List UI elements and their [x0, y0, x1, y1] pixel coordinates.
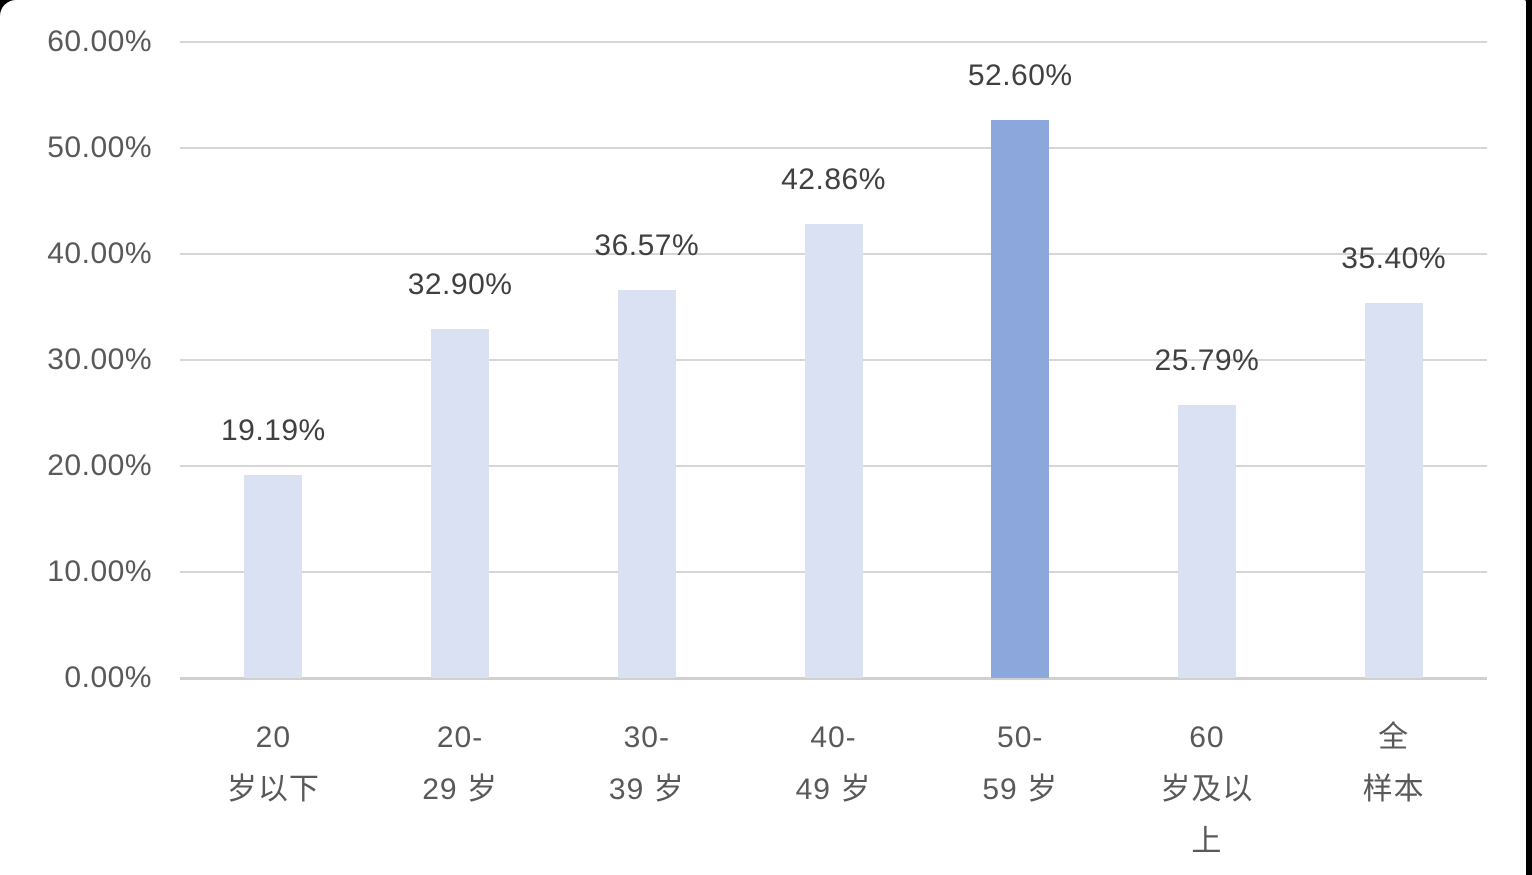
gridline	[180, 41, 1487, 43]
y-tick-label: 50.00%	[47, 131, 152, 164]
x-tick-label: 全样本	[1300, 712, 1487, 816]
x-tick-label: 40- 49 岁	[740, 712, 927, 816]
x-tick-label: 50- 59 岁	[927, 712, 1114, 816]
bar-value-label: 25.79%	[1154, 343, 1260, 377]
bar-value-label: 42.86%	[781, 162, 886, 196]
bar	[1177, 404, 1236, 678]
bar	[244, 474, 303, 678]
x-tick-label-line: 60	[1189, 721, 1225, 754]
x-tick-label-line: 岁以下	[226, 773, 320, 806]
x-tick-label-line: 59 岁	[982, 773, 1059, 806]
x-tick-label-line: 全	[1378, 721, 1410, 754]
x-tick-label: 20 岁以下	[180, 712, 367, 816]
x-tick-label-line: 50-	[997, 721, 1044, 754]
x-tick-label-line: 29 岁	[422, 773, 498, 806]
x-tick-label-line: 49 岁	[795, 773, 872, 806]
x-tick-label: 20- 29 岁	[367, 712, 554, 816]
x-tick-label-line: 样本	[1362, 773, 1425, 806]
y-tick-label: 0.00%	[64, 661, 152, 694]
x-axis-line	[180, 677, 1487, 680]
x-tick-label: 30- 39 岁	[553, 712, 740, 816]
y-tick-label: 60.00%	[47, 25, 152, 58]
y-tick-label: 20.00%	[47, 449, 152, 482]
bar	[1364, 302, 1423, 678]
bar-value-label: 19.19%	[220, 413, 326, 447]
x-tick-label: 60 岁及以上	[1114, 712, 1301, 868]
bar	[804, 223, 863, 678]
x-tick-label-line: 20	[255, 721, 292, 754]
x-tick-label-line: 30-	[623, 721, 670, 754]
bar	[431, 329, 490, 678]
y-tick-label: 30.00%	[47, 343, 152, 376]
x-tick-label-line: 岁及以	[1160, 773, 1254, 806]
bar-value-label: 32.90%	[407, 268, 513, 302]
bar-value-label: 36.57%	[594, 229, 700, 263]
bar	[617, 290, 676, 678]
gridline	[180, 147, 1487, 149]
y-tick-label: 40.00%	[47, 237, 152, 270]
x-tick-label-line: 上	[1191, 825, 1223, 858]
bar-value-label: 35.40%	[1341, 241, 1447, 275]
y-tick-label: 10.00%	[47, 555, 152, 588]
x-tick-label-line: 40-	[810, 721, 857, 754]
x-tick-label-line: 39 岁	[608, 773, 685, 806]
bar-highlighted	[991, 120, 1050, 678]
x-tick-label-line: 20-	[436, 721, 484, 754]
bar-value-label: 52.60%	[967, 59, 1073, 93]
